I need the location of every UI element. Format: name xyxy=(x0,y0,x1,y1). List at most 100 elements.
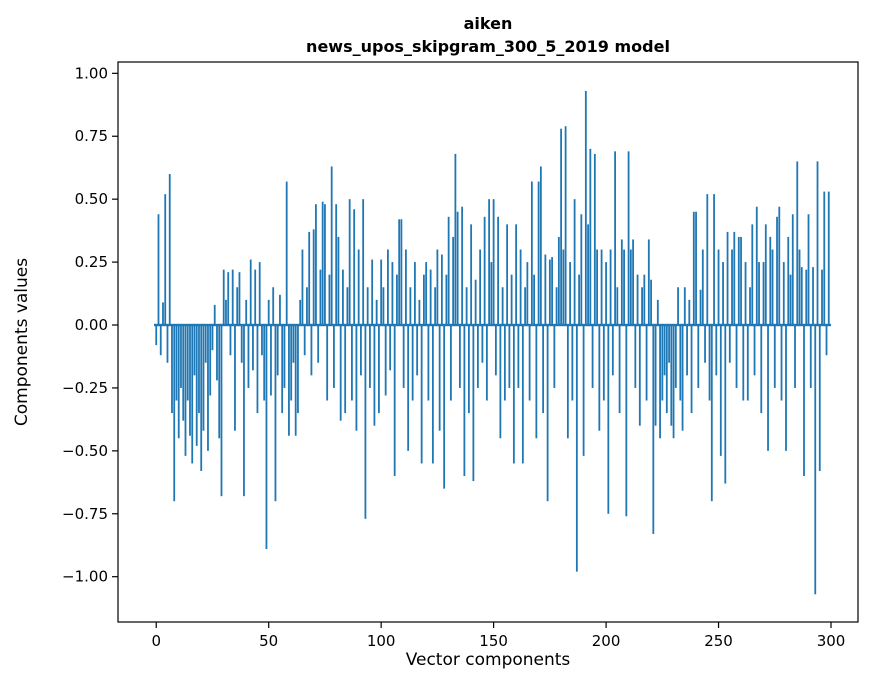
bar xyxy=(764,224,767,326)
bar xyxy=(292,325,295,363)
bar xyxy=(769,236,772,326)
bar xyxy=(740,236,742,326)
bar xyxy=(526,262,529,326)
bar xyxy=(778,206,781,326)
bar xyxy=(342,269,344,326)
bar xyxy=(713,194,715,326)
bar xyxy=(771,249,774,326)
bar xyxy=(564,126,567,326)
bar xyxy=(803,325,805,477)
bar xyxy=(166,325,169,363)
bar xyxy=(546,325,549,502)
bar xyxy=(517,325,520,388)
bar xyxy=(360,325,362,376)
bar xyxy=(602,325,605,401)
bar xyxy=(472,325,475,482)
bar xyxy=(159,325,162,356)
bar xyxy=(465,287,468,326)
bar xyxy=(609,249,612,326)
bar xyxy=(699,289,702,326)
bar xyxy=(589,148,592,326)
bar xyxy=(200,325,203,471)
bar xyxy=(706,194,709,326)
x-tick-label: 300 xyxy=(817,632,846,650)
bar xyxy=(440,254,443,326)
bar xyxy=(209,325,212,396)
bar xyxy=(616,287,619,326)
bar xyxy=(645,325,648,401)
bar xyxy=(557,236,560,326)
bar xyxy=(749,287,751,326)
bar xyxy=(686,325,688,376)
bar xyxy=(535,325,538,439)
bar xyxy=(252,325,254,371)
bar xyxy=(575,325,578,572)
bar xyxy=(681,325,684,431)
bar xyxy=(279,294,281,326)
bar xyxy=(288,325,290,436)
bar xyxy=(321,201,324,326)
bar xyxy=(584,90,587,326)
bar xyxy=(456,211,459,326)
bar xyxy=(391,262,394,326)
bar xyxy=(229,325,232,356)
bar xyxy=(175,325,178,401)
bar xyxy=(423,274,425,326)
bar xyxy=(683,287,686,326)
bar xyxy=(414,262,416,326)
bar xyxy=(656,299,659,326)
bar xyxy=(593,153,596,326)
bar xyxy=(267,299,270,326)
bar xyxy=(627,151,630,326)
bar xyxy=(436,249,439,326)
bar xyxy=(470,224,473,326)
bar xyxy=(364,325,367,519)
bar xyxy=(697,325,700,388)
bar xyxy=(254,269,257,326)
bar xyxy=(328,274,331,326)
bar xyxy=(494,325,497,376)
bar xyxy=(173,325,176,502)
bar xyxy=(708,325,711,401)
bar xyxy=(611,325,614,376)
bar xyxy=(387,249,389,326)
bar xyxy=(263,325,266,401)
bar xyxy=(695,211,697,326)
bar xyxy=(407,325,410,451)
bar xyxy=(177,325,180,439)
bar xyxy=(719,325,722,456)
bar xyxy=(674,325,677,388)
bar xyxy=(476,325,479,388)
bar xyxy=(297,325,299,414)
bar xyxy=(454,153,457,326)
bar xyxy=(405,249,407,326)
bar xyxy=(243,325,245,497)
bar xyxy=(285,181,288,326)
x-tick-label: 150 xyxy=(479,632,508,650)
bar xyxy=(274,325,277,502)
bar xyxy=(679,325,682,401)
bar xyxy=(809,325,812,388)
bar xyxy=(324,204,326,326)
bar xyxy=(429,269,432,326)
bar xyxy=(800,267,803,326)
bar xyxy=(418,299,421,326)
bar xyxy=(508,325,511,388)
bar xyxy=(301,249,304,326)
bar xyxy=(524,287,527,326)
bar xyxy=(515,224,518,326)
bar xyxy=(294,325,297,436)
bar xyxy=(481,325,484,363)
bar xyxy=(726,231,729,326)
bar xyxy=(670,325,673,426)
bar xyxy=(319,269,322,326)
bar xyxy=(632,239,634,326)
bar xyxy=(506,224,509,326)
bar xyxy=(573,199,576,326)
bar xyxy=(724,325,727,484)
bar xyxy=(168,174,171,326)
bar xyxy=(537,181,540,326)
bar xyxy=(735,325,738,388)
bar xyxy=(330,166,333,326)
